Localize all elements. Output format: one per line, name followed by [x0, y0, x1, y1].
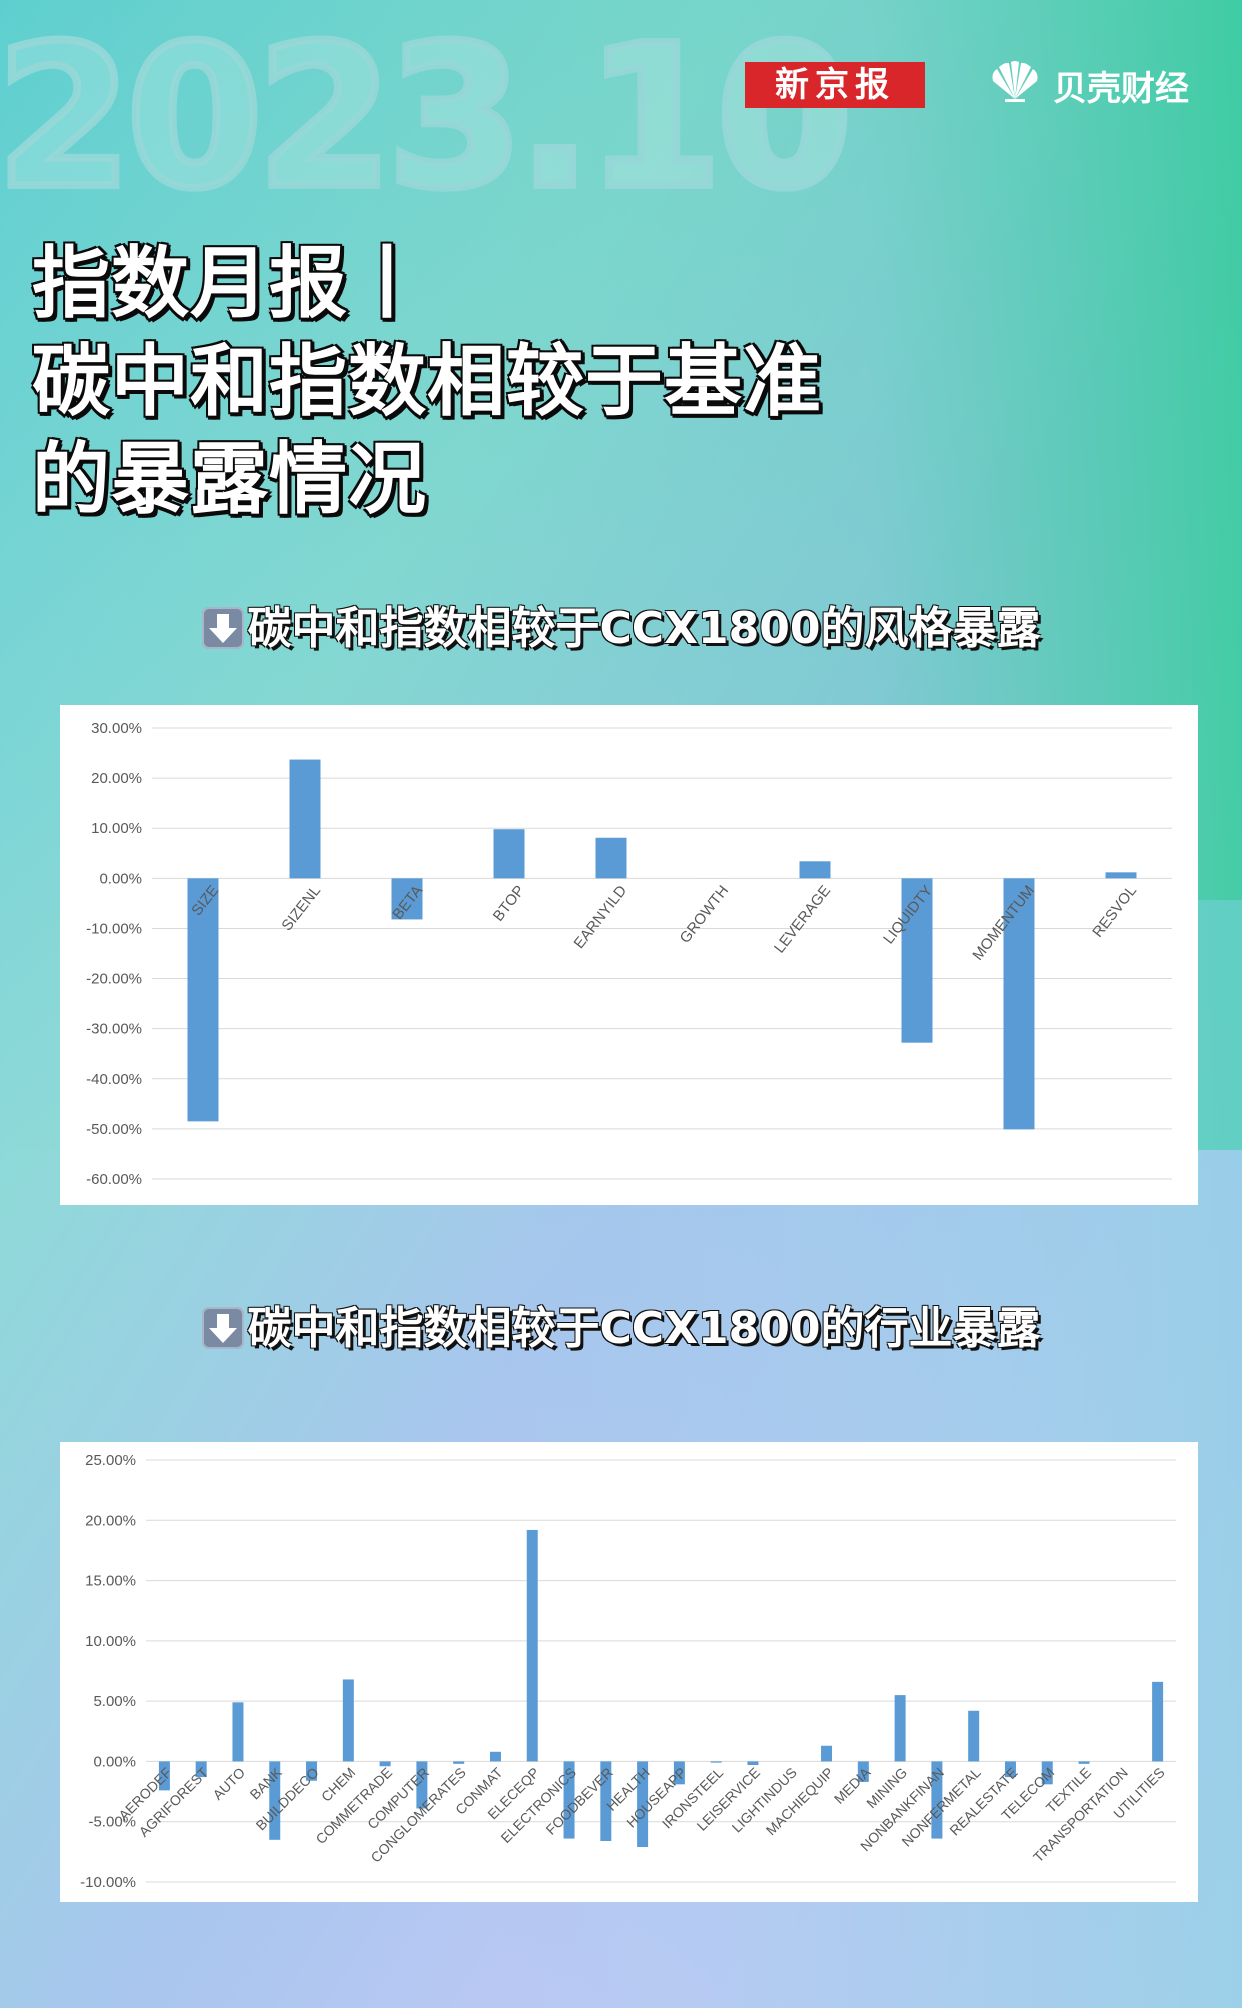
bar-resvol — [1105, 872, 1137, 879]
bar-textile — [1078, 1761, 1090, 1764]
page-title: 指数月报丨 碳中和指数相较于基准 的暴露情况 — [32, 235, 822, 529]
bar-bank — [269, 1761, 281, 1840]
y-tick-label: 5.00% — [93, 1693, 136, 1710]
y-tick-label: 10.00% — [85, 1633, 136, 1650]
industry-exposure-heading-text: 碳中和指数相较于CCX1800的行业暴露 — [247, 1303, 1041, 1354]
category-label: GROWTH — [677, 882, 732, 946]
bar-telecom — [1041, 1761, 1053, 1785]
bar-btop — [493, 829, 525, 879]
industry-exposure-chart: 25.00% 20.00% 15.00% 10.00% 5.00% 0.00% -5.00%… — [60, 1442, 1198, 1902]
y-tick-label: -60.00% — [86, 1171, 142, 1188]
bar-conmat — [489, 1751, 501, 1762]
bar-sizenl — [289, 759, 321, 879]
bar-momentum — [1003, 878, 1035, 1130]
bar-size — [187, 878, 219, 1122]
y-tick-label: 0.00% — [93, 1753, 136, 1770]
y-tick-label: -50.00% — [86, 1121, 142, 1138]
bar-houseapp — [673, 1761, 685, 1785]
bar-health — [637, 1761, 649, 1848]
y-tick-label: -30.00% — [86, 1021, 142, 1038]
title-line-3: 的暴露情况 — [32, 435, 428, 525]
xinjingbao-logo: 新京报 — [745, 62, 925, 108]
bar-realestate — [1004, 1761, 1016, 1778]
bar-ironsteel — [710, 1761, 722, 1763]
bar-nonbankfinan — [931, 1761, 943, 1839]
bar-beta — [391, 878, 423, 920]
year-watermark: 2023.10 — [0, 4, 857, 232]
style-exposure-heading-text: 碳中和指数相较于CCX1800的风格暴露 — [247, 603, 1041, 654]
down-arrow-icon — [201, 607, 244, 649]
bar-aerodef — [158, 1761, 170, 1791]
y-tick-label: 15.00% — [85, 1573, 136, 1590]
category-label: SIZENL — [278, 882, 324, 934]
y-tick-label: -20.00% — [86, 971, 142, 988]
bar-commetrade — [379, 1761, 391, 1767]
y-tick-label: -40.00% — [86, 1071, 142, 1088]
y-tick-label: 30.00% — [91, 720, 142, 737]
bar-leverage — [799, 861, 831, 879]
title-line-2: 碳中和指数相较于基准 — [32, 337, 823, 427]
shell-icon — [985, 59, 1045, 112]
bar-machiequip — [821, 1745, 833, 1762]
bar-leiservice — [747, 1761, 759, 1766]
y-tick-label: -10.00% — [80, 1874, 136, 1891]
style-exposure-chart-svg: 30.00% 20.00% 10.00% 0.00% -10.00% -20.00% -30… — [86, 720, 1172, 1188]
bar-conglomerates — [453, 1761, 465, 1764]
bar-nonfermetal — [968, 1710, 980, 1762]
bar-auto — [232, 1702, 244, 1762]
bar-computer — [416, 1761, 428, 1809]
category-label: AUTO — [209, 1764, 248, 1803]
y-tick-label: 0.00% — [99, 870, 142, 887]
y-tick-label: 20.00% — [85, 1512, 136, 1529]
beike-logo-text: 贝壳财经 — [1053, 68, 1189, 109]
category-label: RESVOL — [1089, 882, 1140, 940]
down-arrow-icon — [201, 1307, 244, 1349]
category-label: EARNYILD — [571, 882, 631, 952]
bar-agriforest — [195, 1761, 207, 1778]
y-tick-label: 20.00% — [91, 770, 142, 787]
bar-builddeco — [306, 1761, 318, 1781]
category-label: BTOP — [490, 882, 528, 924]
beike-finance-logo: 贝壳财经 — [985, 58, 1189, 112]
y-tick-label: -10.00% — [86, 920, 142, 937]
bar-earnyild — [595, 837, 627, 879]
y-tick-label: 10.00% — [91, 820, 142, 837]
bar-media — [857, 1761, 869, 1782]
y-tick-label: -5.00% — [88, 1814, 136, 1831]
bar-utilities — [1152, 1681, 1164, 1762]
y-tick-label: 25.00% — [85, 1452, 136, 1469]
style-exposure-chart: 30.00% 20.00% 10.00% 0.00% -10.00% -20.00% -30… — [60, 705, 1198, 1205]
bar-chem — [342, 1679, 354, 1762]
bar-electronics — [563, 1761, 575, 1839]
bar-eleceqp — [526, 1529, 538, 1762]
bar-mining — [894, 1695, 906, 1762]
industry-exposure-heading: 碳中和指数相较于CCX1800的行业暴露 — [0, 1292, 1242, 1356]
style-exposure-heading: 碳中和指数相较于CCX1800的风格暴露 — [0, 592, 1242, 656]
category-label: LEVERAGE — [771, 882, 834, 956]
bar-foodbever — [600, 1761, 612, 1842]
title-line-1: 指数月报丨 — [32, 239, 428, 329]
industry-exposure-chart-svg: 25.00% 20.00% 15.00% 10.00% 5.00% 0.00% -5.00%… — [80, 1452, 1176, 1891]
bar-liquidty — [901, 878, 933, 1043]
